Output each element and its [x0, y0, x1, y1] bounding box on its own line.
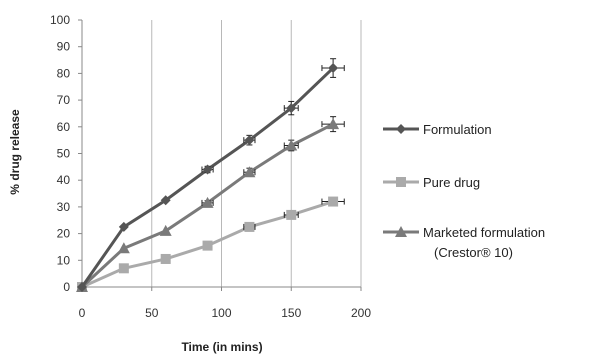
y-tick-label: 60 — [57, 120, 71, 134]
legend-item: Marketed formulation (Crestor® 10) — [383, 225, 545, 260]
diamond-marker — [328, 63, 339, 74]
legend-label: Marketed formulation — [423, 225, 545, 240]
diamond-marker — [202, 164, 213, 175]
triangle-marker — [285, 139, 298, 151]
y-tick-label: 0 — [63, 280, 70, 294]
diamond-marker — [77, 282, 87, 292]
triangle-marker — [201, 196, 214, 208]
x-tick-label: 50 — [145, 306, 159, 320]
triangle-marker — [117, 242, 130, 254]
diamond-marker — [286, 103, 297, 114]
square-marker — [118, 263, 129, 274]
x-tick-label: 100 — [211, 306, 231, 320]
diamond-marker — [244, 135, 255, 146]
legend-item: Pure drug — [383, 175, 480, 190]
triangle-marker — [243, 166, 256, 178]
square-marker — [328, 196, 339, 207]
square-marker — [244, 221, 255, 232]
series-formulation — [77, 58, 345, 292]
series-pure-drug — [77, 196, 345, 292]
legend-item: Formulation — [383, 122, 492, 137]
x-tick-label: 150 — [281, 306, 301, 320]
diamond-marker — [160, 195, 171, 206]
legend-label: Pure drug — [423, 175, 480, 190]
y-tick-label: 10 — [57, 253, 71, 267]
series-group — [76, 58, 345, 292]
triangle-marker — [395, 226, 407, 237]
legend: Formulation Pure drug Marketed formulation… — [383, 122, 545, 260]
y-tick-label: 30 — [57, 200, 71, 214]
square-marker — [202, 240, 213, 251]
triangle-marker — [159, 224, 172, 236]
legend-label-line2: (Crestor® 10) — [434, 245, 513, 260]
square-marker — [396, 177, 406, 187]
square-marker — [160, 253, 171, 264]
diamond-marker — [396, 124, 406, 134]
x-tick-label: 0 — [79, 306, 86, 320]
x-axis-title: Time (in mins) — [181, 340, 262, 354]
y-tick-label: 90 — [57, 40, 71, 54]
x-tick-label: 200 — [351, 306, 371, 320]
y-tick-label: 20 — [57, 227, 71, 241]
legend-label: Formulation — [423, 122, 492, 137]
tick-labels: 0 50 100 150 200 0 10 20 30 40 50 60 70 80 90 100 — [50, 13, 371, 320]
diamond-marker — [118, 221, 129, 232]
triangle-marker — [327, 118, 340, 130]
y-tick-label: 40 — [57, 173, 71, 187]
square-marker — [286, 209, 297, 220]
gridlines — [151, 20, 362, 287]
y-tick-label: 80 — [57, 66, 71, 80]
y-tick-label: 100 — [50, 13, 70, 27]
y-axis-title: % drug release — [8, 109, 22, 195]
series-marketed-formulation — [76, 116, 345, 292]
y-tick-label: 70 — [57, 93, 71, 107]
y-tick-label: 50 — [57, 147, 71, 161]
